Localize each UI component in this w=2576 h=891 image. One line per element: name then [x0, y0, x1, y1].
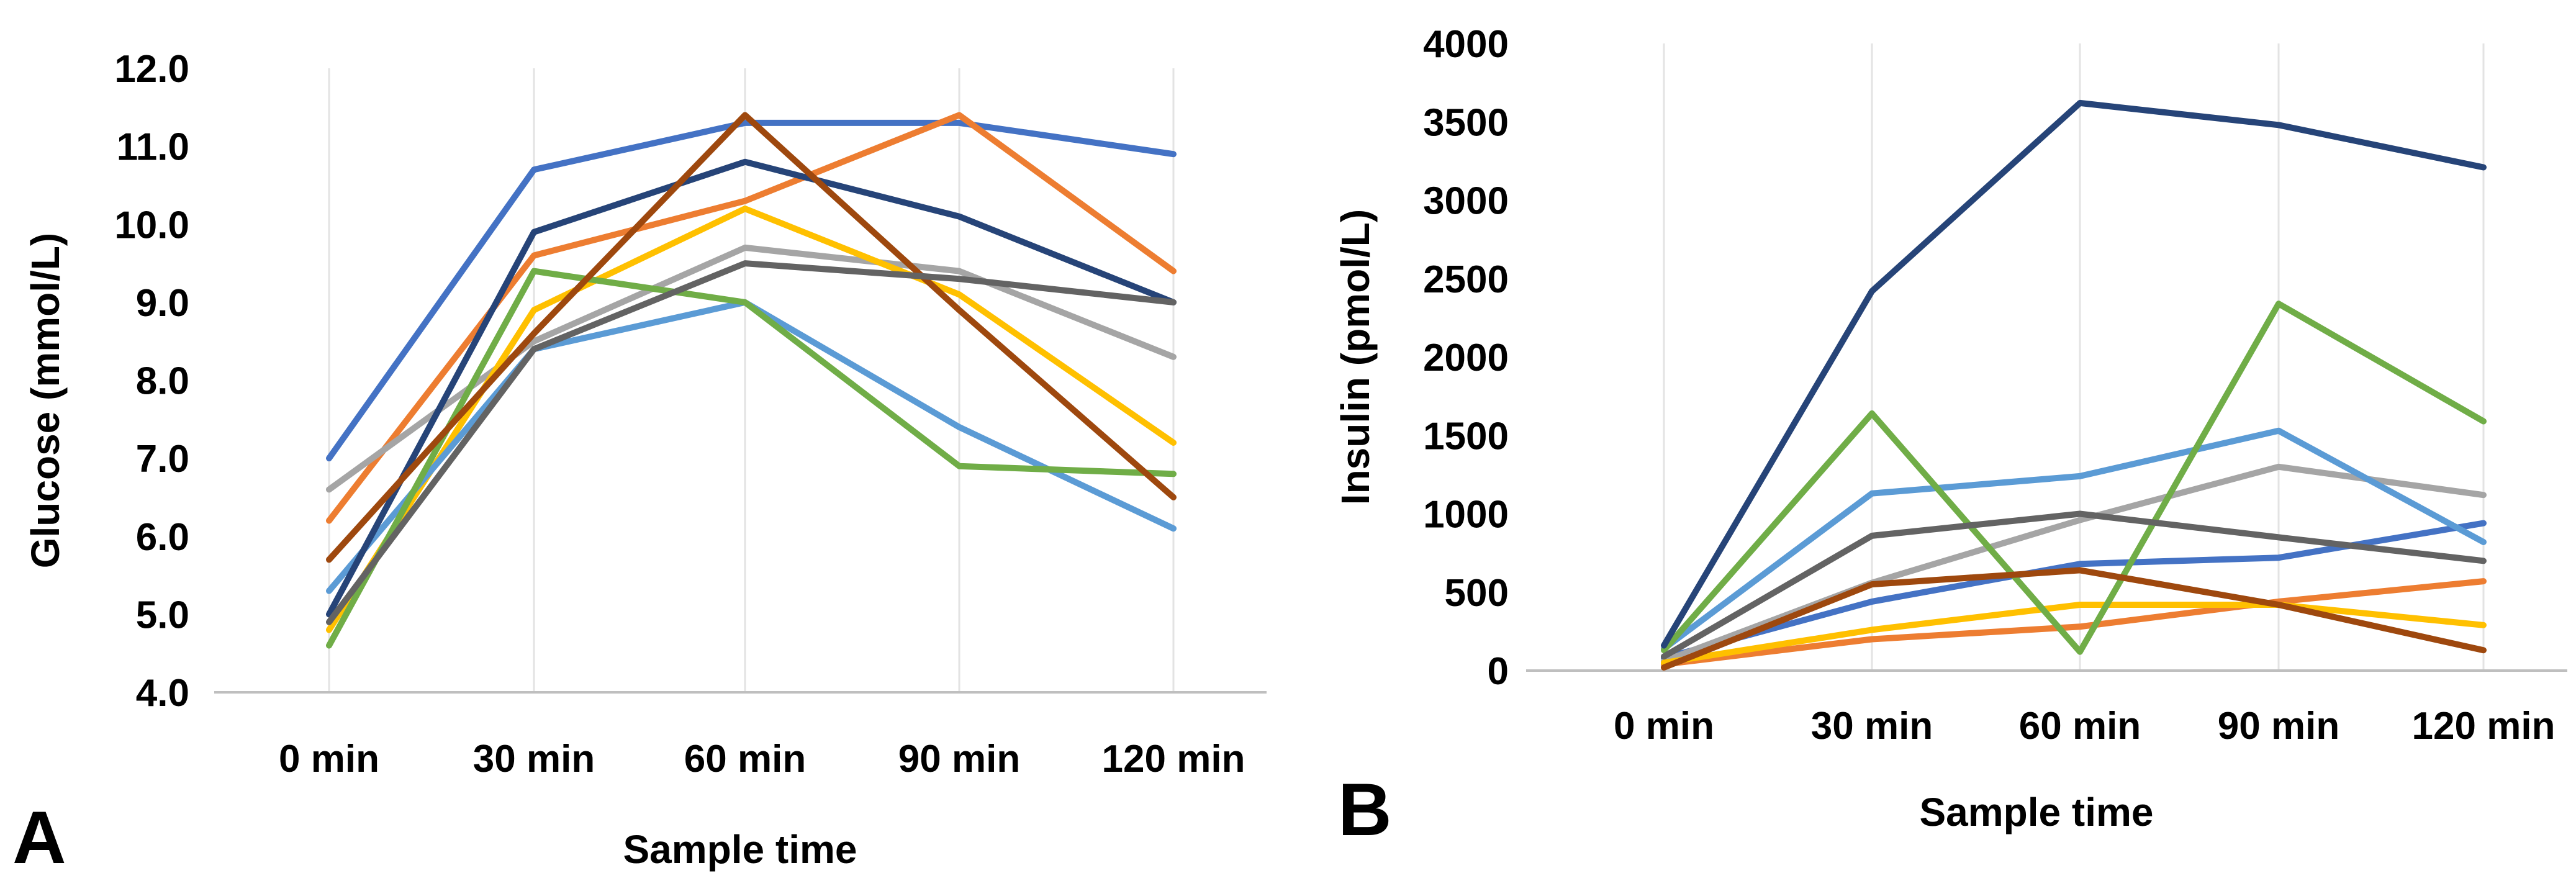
glucose-x-tick-label: 120 min — [1102, 738, 1245, 780]
insulin-series-line-4 — [1661, 602, 2487, 666]
insulin-y-tick-label: 3500 — [1423, 101, 1509, 144]
glucose-y-tick-label: 11.0 — [117, 126, 189, 169]
insulin-series-line-9 — [1661, 510, 2487, 660]
insulin-series-line-7 — [1661, 99, 2487, 649]
glucose-series-line-9 — [326, 260, 1177, 625]
insulin-y-tick-label: 2500 — [1423, 258, 1509, 301]
insulin-x-tick-label: 30 min — [1811, 705, 1933, 748]
insulin-series-line-5 — [1661, 427, 2487, 652]
glucose-y-tick-label: 5.0 — [136, 594, 189, 636]
insulin-y-tick-label: 0 — [1488, 650, 1509, 693]
glucose-x-axis-title: Sample time — [623, 827, 857, 872]
glucose-series-line-5 — [326, 299, 1177, 594]
glucose-y-tick-label: 10.0 — [114, 204, 189, 246]
glucose-series-line-6 — [326, 268, 1177, 649]
insulin-y-tick-label: 1500 — [1423, 415, 1509, 458]
glucose-series-line-7 — [326, 158, 1177, 618]
insulin-series-line-8 — [1661, 567, 2487, 671]
glucose-x-tick-label: 0 min — [279, 738, 379, 780]
glucose-x-tick-label: 90 min — [898, 738, 1020, 780]
panel-label-b: B — [1338, 768, 1392, 851]
insulin-y-tick-label: 4000 — [1423, 23, 1509, 66]
insulin-series-line-2 — [1661, 578, 2487, 667]
glucose-series-line-1 — [326, 119, 1177, 462]
insulin-y-axis-title: Insulin (pmol/L) — [1333, 209, 1378, 505]
glucose-series-line-8 — [326, 112, 1177, 563]
glucose-series-line-2 — [326, 112, 1177, 524]
glucose-x-tick-label: 30 min — [473, 738, 595, 780]
insulin-y-tick-label: 3000 — [1423, 180, 1509, 223]
insulin-series-line-6 — [1661, 301, 2487, 655]
insulin-x-tick-label: 120 min — [2412, 705, 2556, 748]
glucose-x-tick-label: 60 min — [684, 738, 806, 780]
glucose-y-tick-label: 6.0 — [136, 516, 189, 559]
insulin-x-tick-label: 90 min — [2218, 705, 2339, 748]
panel-label-a: A — [12, 796, 66, 879]
insulin-y-tick-label: 2000 — [1423, 337, 1509, 379]
insulin-chart: 0 500 1000 1500 2000 2500 3000 3500 4000 0 min 30… — [1333, 23, 2567, 851]
insulin-x-tick-label: 60 min — [2019, 705, 2141, 748]
glucose-y-tick-label: 8.0 — [136, 360, 189, 403]
insulin-x-axis-title: Sample time — [1919, 790, 2153, 834]
glucose-chart: 4.0 5.0 6.0 7.0 8.0 9.0 10.0 11.0 12.0 0 min 30 m… — [12, 48, 1267, 879]
glucose-y-tick-label: 9.0 — [136, 282, 189, 325]
glucose-y-axis-title: Glucose (mmol/L) — [23, 233, 68, 569]
insulin-x-tick-label: 0 min — [1614, 705, 1714, 748]
glucose-y-tick-label: 12.0 — [114, 48, 189, 91]
glucose-y-tick-label: 7.0 — [136, 438, 189, 481]
glucose-y-tick-label: 4.0 — [136, 672, 189, 715]
glucose-series-line-4 — [326, 206, 1177, 633]
insulin-y-tick-label: 1000 — [1423, 494, 1509, 536]
insulin-y-tick-label: 500 — [1445, 572, 1509, 615]
